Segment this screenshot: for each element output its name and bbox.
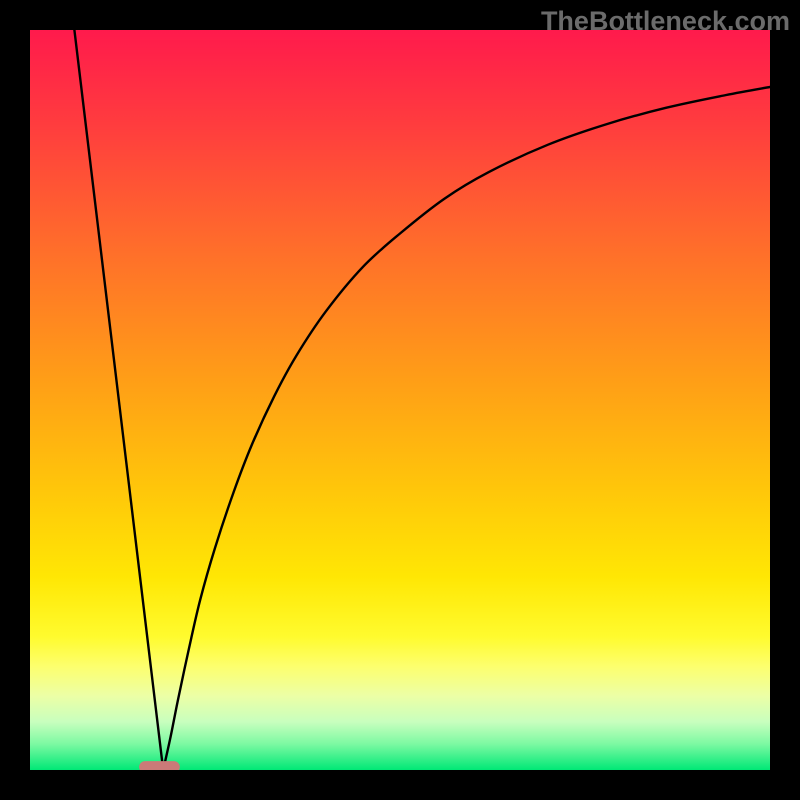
chart-frame: TheBottleneck.com	[0, 0, 800, 800]
floor-marker	[139, 761, 180, 770]
plot-svg	[30, 30, 770, 770]
plot-background	[30, 30, 770, 770]
plot-area	[30, 30, 770, 770]
